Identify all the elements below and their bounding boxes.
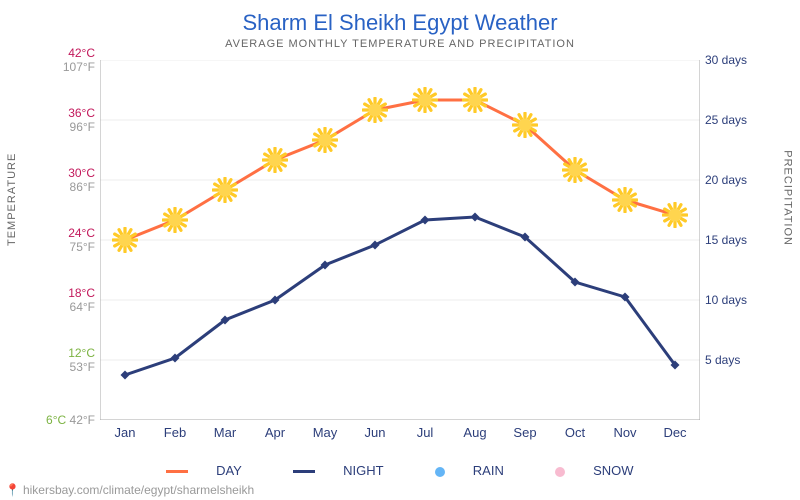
y-axis-left-label: TEMPERATURE [6, 153, 18, 246]
sun-icon [212, 177, 238, 203]
day-line [125, 100, 675, 240]
legend-rain: RAIN [423, 463, 516, 478]
y-left-tick: 30°C 86°F [40, 166, 95, 194]
x-tick: May [313, 425, 338, 440]
y-left-tick: 36°C 96°F [40, 106, 95, 134]
footer-attribution: 📍hikersbay.com/climate/egypt/sharmelshei… [5, 483, 254, 497]
night-line [125, 217, 675, 375]
y-right-tick: 20 days [705, 173, 747, 187]
x-tick: Jul [417, 425, 434, 440]
y-right-tick: 5 days [705, 353, 740, 367]
y-axis-left: 6°C 42°F12°C 53°F18°C 64°F24°C 75°F30°C … [45, 60, 100, 420]
chart-title: Sharm El Sheikh Egypt Weather [0, 0, 800, 38]
x-tick: Mar [214, 425, 236, 440]
legend-day: DAY [154, 463, 253, 478]
y-axis-right-label: PRECIPITATION [782, 150, 794, 246]
y-left-tick: 6°C 42°F [40, 413, 95, 427]
y-right-tick: 30 days [705, 53, 747, 67]
sun-icon [112, 227, 138, 253]
sun-icon [512, 112, 538, 138]
x-tick: Oct [565, 425, 585, 440]
sun-icon [562, 157, 588, 183]
x-tick: Sep [513, 425, 536, 440]
sun-icon [462, 87, 488, 113]
x-tick: Jan [115, 425, 136, 440]
y-left-tick: 24°C 75°F [40, 226, 95, 254]
x-axis: Jan Feb Mar Apr May Jun Jul Aug Sep Oct Nov Dec [100, 425, 700, 445]
chart-subtitle: AVERAGE MONTHLY TEMPERATURE AND PRECIPIT… [0, 38, 800, 50]
y-right-tick: 10 days [705, 293, 747, 307]
legend-snow: SNOW [543, 463, 645, 478]
y-left-tick: 12°C 53°F [40, 346, 95, 374]
sun-icon [662, 202, 688, 228]
sun-icon [312, 127, 338, 153]
sun-icon [612, 187, 638, 213]
chart-svg [100, 60, 700, 420]
legend-night: NIGHT [281, 463, 395, 478]
x-tick: Jun [365, 425, 386, 440]
y-left-tick: 18°C 64°F [40, 286, 95, 314]
y-right-tick: 15 days [705, 233, 747, 247]
x-tick: Nov [613, 425, 636, 440]
sun-icon [262, 147, 288, 173]
y-axis-right: 5 days10 days15 days20 days25 days30 day… [700, 60, 755, 420]
chart-plot-area [100, 60, 700, 420]
sun-icon [412, 87, 438, 113]
x-tick: Apr [265, 425, 285, 440]
y-right-tick: 25 days [705, 113, 747, 127]
y-left-tick: 42°C 107°F [40, 46, 95, 74]
x-tick: Aug [463, 425, 486, 440]
sun-icon [362, 97, 388, 123]
legend: DAY NIGHT RAIN SNOW [0, 463, 800, 478]
x-tick: Dec [663, 425, 686, 440]
sun-icon [162, 207, 188, 233]
map-pin-icon: 📍 [5, 483, 20, 497]
x-tick: Feb [164, 425, 186, 440]
